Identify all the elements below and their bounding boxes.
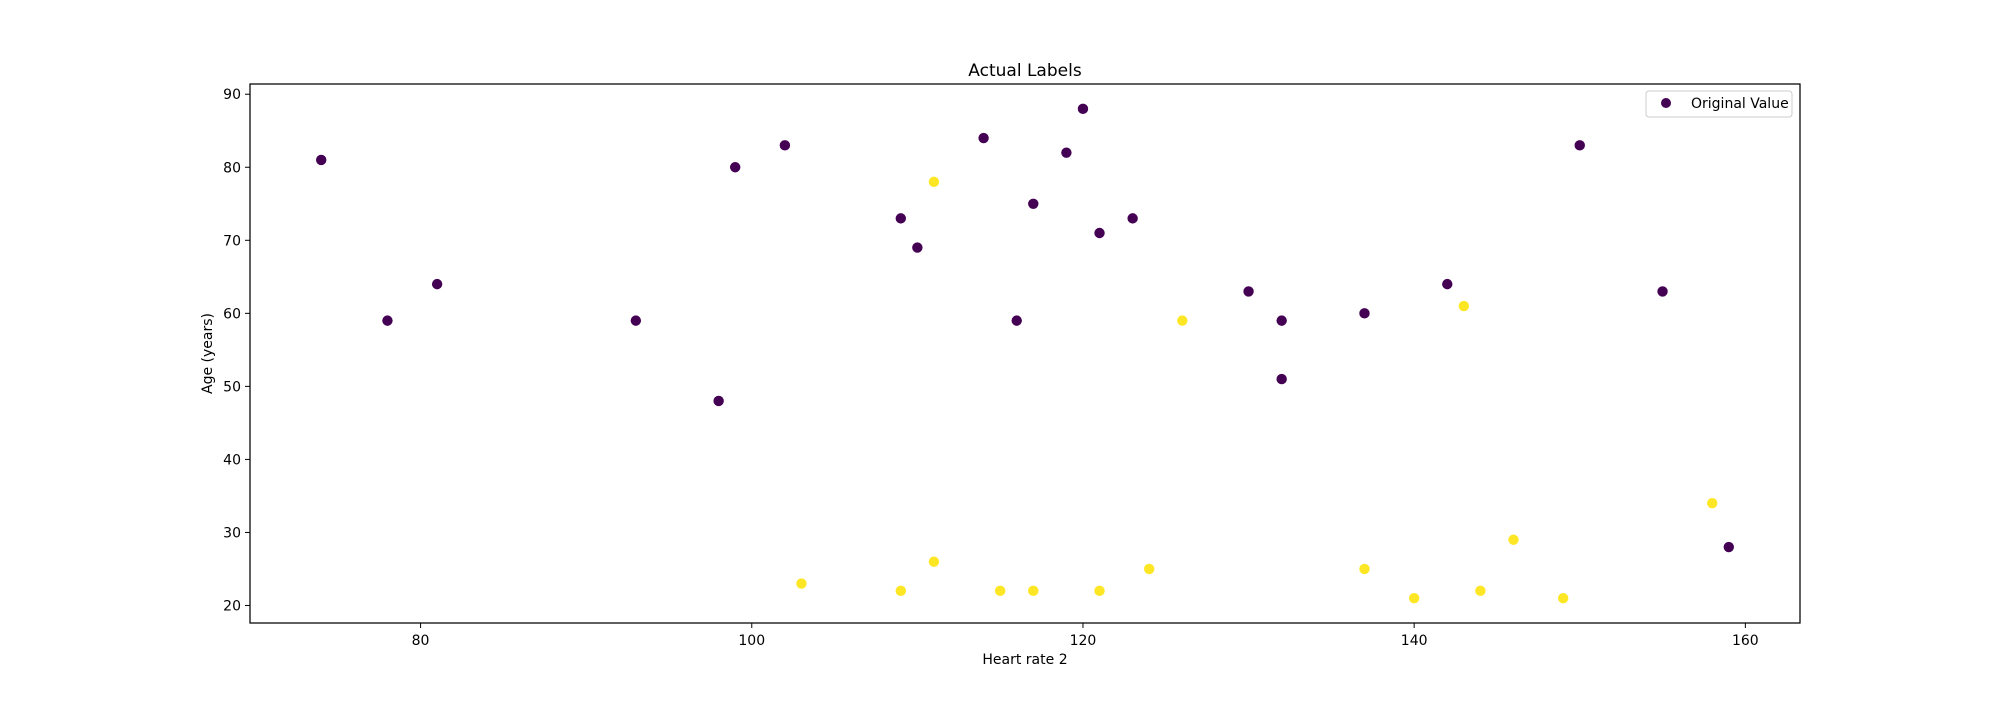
data-point-7 — [796, 578, 807, 589]
data-point-34 — [1508, 534, 1519, 545]
data-point-24 — [1177, 315, 1188, 326]
points-layer — [316, 103, 1734, 604]
legend-label: Original Value — [1691, 96, 1789, 112]
chart-title: Actual Labels — [968, 61, 1082, 81]
data-point-28 — [1359, 308, 1370, 319]
y-tick-label: 90 — [223, 87, 241, 103]
data-point-27 — [1276, 373, 1287, 385]
data-point-22 — [1127, 213, 1138, 224]
data-point-18 — [1061, 147, 1072, 158]
data-point-16 — [1028, 198, 1039, 209]
data-point-36 — [1574, 140, 1585, 151]
y-tick-label: 30 — [223, 525, 241, 541]
data-point-35 — [1557, 592, 1569, 604]
data-point-0 — [316, 154, 327, 166]
data-point-9 — [895, 585, 906, 597]
data-point-4 — [713, 395, 724, 407]
legend-marker — [1661, 98, 1671, 108]
x-tick-label: 160 — [1732, 633, 1759, 649]
y-tick-label: 80 — [223, 160, 241, 176]
axes-layer — [249, 83, 1801, 624]
legend-box — [1645, 90, 1793, 118]
data-point-6 — [779, 140, 791, 151]
data-point-15 — [1011, 315, 1022, 326]
data-point-10 — [912, 242, 923, 253]
x-tick-label: 140 — [1401, 633, 1428, 649]
data-point-21 — [1094, 585, 1105, 597]
x-axis-ticks: 80 100 120 140 160 — [412, 623, 1759, 649]
data-point-17 — [1028, 585, 1039, 597]
data-point-3 — [630, 315, 642, 326]
data-point-14 — [994, 585, 1006, 597]
y-tick-label: 20 — [223, 598, 241, 614]
data-point-32 — [1458, 300, 1470, 312]
data-point-13 — [978, 132, 989, 144]
data-point-5 — [730, 162, 741, 173]
data-point-11 — [928, 176, 940, 188]
data-point-19 — [1077, 103, 1089, 115]
y-tick-label: 40 — [223, 452, 241, 468]
x-tick-label: 100 — [738, 633, 765, 649]
data-point-30 — [1408, 592, 1420, 604]
data-point-38 — [1707, 498, 1718, 509]
x-axis-label: Heart rate 2 — [982, 652, 1067, 668]
data-point-12 — [928, 556, 940, 567]
plot-frame — [249, 83, 1801, 624]
data-point-29 — [1359, 563, 1370, 575]
y-axis-label: Age (years) — [200, 313, 216, 394]
data-point-1 — [382, 315, 393, 326]
data-point-8 — [895, 213, 906, 224]
y-tick-label: 70 — [223, 233, 241, 249]
data-point-2 — [431, 278, 443, 290]
data-point-37 — [1657, 286, 1668, 297]
x-tick-label: 80 — [412, 633, 430, 649]
y-axis-ticks: 20 30 40 50 60 70 80 90 — [223, 87, 250, 614]
data-point-23 — [1144, 563, 1155, 575]
data-point-39 — [1723, 541, 1734, 553]
y-tick-label: 60 — [223, 306, 241, 322]
data-point-25 — [1243, 286, 1254, 297]
data-point-20 — [1094, 227, 1105, 239]
data-point-33 — [1475, 585, 1486, 597]
y-tick-label: 50 — [223, 379, 241, 395]
data-point-26 — [1276, 315, 1287, 326]
data-point-31 — [1442, 278, 1453, 290]
legend: Original Value — [1645, 90, 1793, 118]
x-tick-label: 120 — [1070, 633, 1097, 649]
